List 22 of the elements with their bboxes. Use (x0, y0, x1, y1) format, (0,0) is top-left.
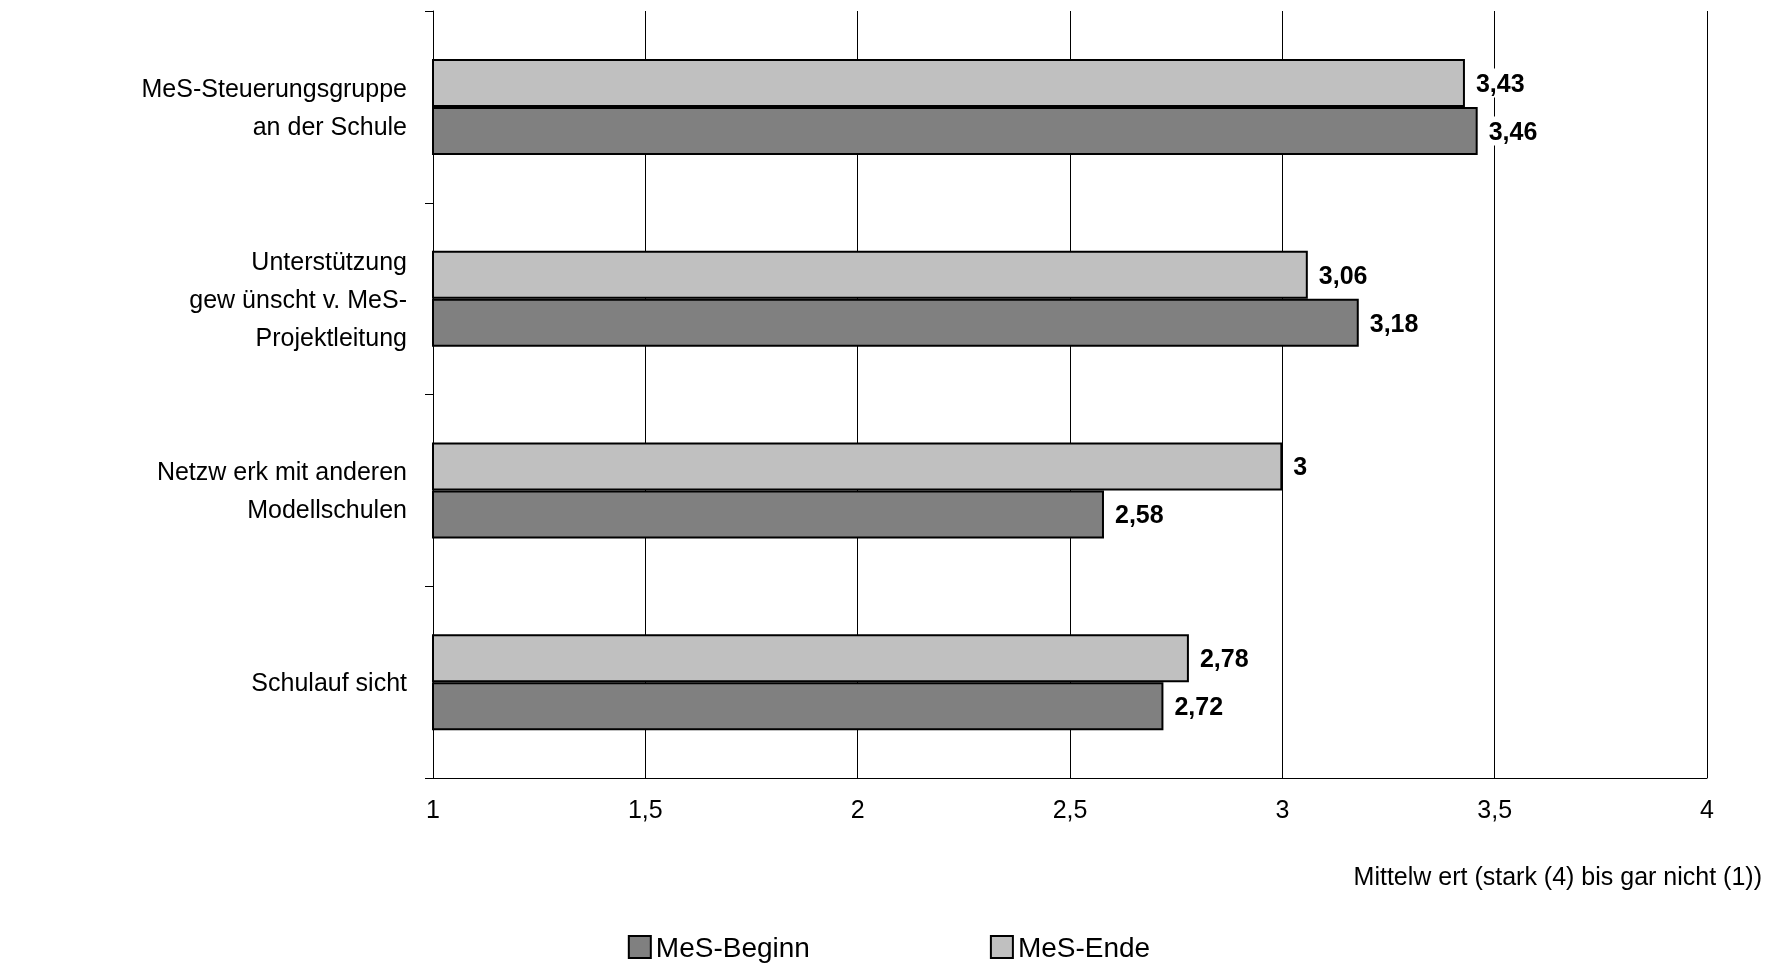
x-tick-label: 1,5 (627, 794, 663, 823)
data-label: 3 (1293, 452, 1308, 481)
y-tick-label: Netzw erk mit anderen Modellschulen (156, 457, 407, 524)
data-label: 3,43 (1475, 68, 1525, 97)
x-tick-label: 3,5 (1477, 794, 1513, 823)
x-tick-label: 2 (850, 794, 865, 823)
y-tick-label: MeS-Steuerungsgruppe an der Schule (141, 73, 407, 140)
x-tick-label: 4 (1700, 794, 1715, 823)
x-tick-label: 3 (1275, 794, 1290, 823)
y-tick-label: Schulauf sicht (251, 668, 408, 697)
y-tick-label: Unterstützung gew ünscht v. MeS- Projektleitung (189, 246, 407, 351)
x-tick-label: 1 (426, 794, 440, 823)
data-label: 3,06 (1318, 260, 1368, 289)
legend-label: MeS-Ende (1017, 931, 1151, 963)
data-label: 2,78 (1199, 644, 1249, 673)
data-label: 3,18 (1369, 308, 1419, 337)
data-label: 2,72 (1174, 692, 1224, 721)
x-axis-title: Mittelw ert (stark (4) bis gar nicht (1)) (1353, 861, 1762, 890)
x-tick-label: 2,5 (1052, 794, 1088, 823)
data-label: 2,58 (1114, 500, 1164, 529)
data-label: 3,46 (1488, 116, 1538, 145)
legend-label: MeS-Beginn (655, 931, 810, 963)
